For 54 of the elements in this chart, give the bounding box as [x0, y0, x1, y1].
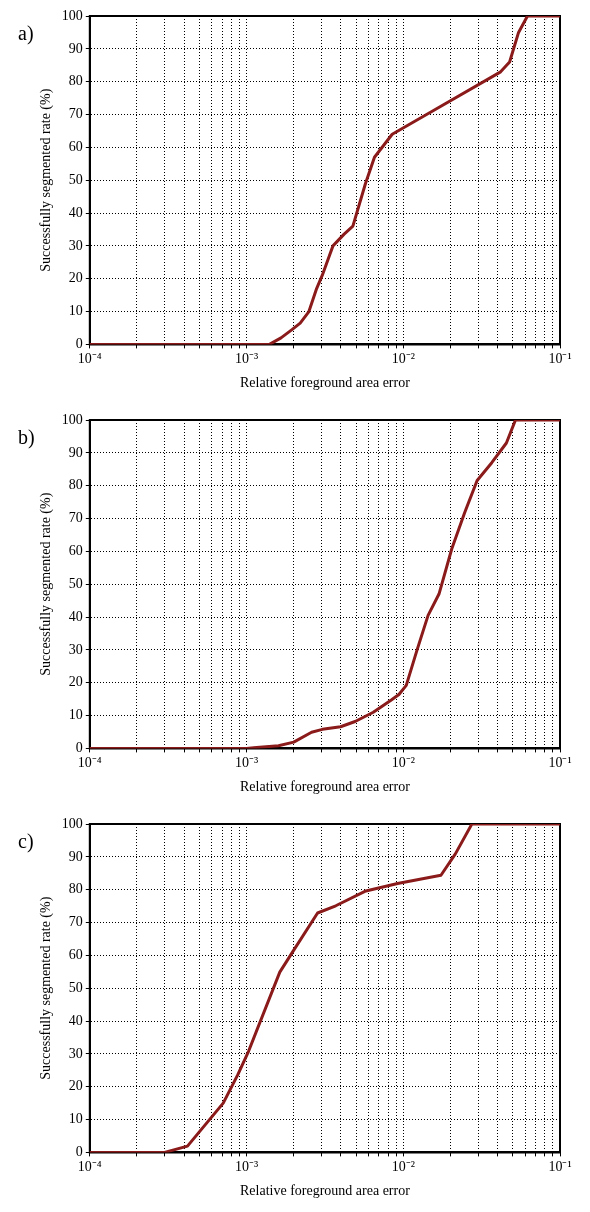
y-tick-label: 30	[68, 237, 83, 253]
y-tick-label: 60	[68, 543, 83, 559]
y-tick-label: 70	[68, 914, 83, 930]
y-tick-label: 40	[68, 204, 83, 220]
text: a)	[18, 22, 34, 45]
x-tick-label: 10⁻⁴	[77, 351, 102, 367]
y-tick-label: 40	[68, 608, 83, 624]
x-tick-label: 10⁻²	[391, 755, 415, 771]
y-tick-label: 70	[68, 510, 83, 526]
y-tick-label: 90	[68, 40, 83, 56]
y-tick-label: 30	[68, 641, 83, 657]
y-tick-label: 90	[68, 848, 83, 864]
y-axis-title: Successfully segmented rate (%)	[38, 896, 55, 1080]
y-tick-label: 0	[75, 336, 83, 352]
y-tick-label: 60	[68, 947, 83, 963]
y-tick-label: 0	[75, 1144, 83, 1160]
y-tick-label: 10	[68, 303, 83, 319]
text: c)	[18, 830, 34, 853]
x-tick-label: 10⁻³	[234, 755, 259, 771]
y-tick-label: 30	[68, 1045, 83, 1061]
x-tick-label: 10⁻³	[234, 1159, 259, 1175]
x-tick-label: 10⁻⁴	[77, 1159, 102, 1175]
y-tick-label: 40	[68, 1012, 83, 1028]
x-axis-title: Relative foreground area error	[239, 1183, 411, 1199]
y-tick-label: 60	[68, 139, 83, 155]
y-tick-label: 100	[61, 815, 83, 831]
x-tick-label: 10⁻¹	[548, 755, 572, 771]
y-tick-label: 80	[68, 73, 83, 89]
x-tick-label: 10⁻²	[391, 351, 415, 367]
y-tick-label: 100	[61, 411, 83, 427]
y-tick-label: 10	[68, 1111, 83, 1127]
y-tick-label: 50	[68, 171, 83, 187]
y-tick-label: 100	[61, 7, 83, 23]
x-tick-label: 10⁻²	[391, 1159, 415, 1175]
y-tick-label: 20	[68, 1078, 83, 1094]
y-tick-label: 20	[68, 270, 83, 286]
y-tick-label: 50	[68, 979, 83, 995]
y-tick-label: 80	[68, 881, 83, 897]
y-tick-label: 10	[68, 707, 83, 723]
x-tick-label: 10⁻³	[234, 351, 259, 367]
y-tick-label: 20	[68, 674, 83, 690]
y-tick-label: 70	[68, 106, 83, 122]
y-tick-label: 0	[75, 740, 83, 756]
y-tick-label: 80	[68, 477, 83, 493]
text: b)	[18, 426, 35, 449]
y-tick-label: 90	[68, 444, 83, 460]
x-axis-title: Relative foreground area error	[239, 375, 411, 391]
x-tick-label: 10⁻¹	[548, 351, 572, 367]
y-tick-label: 50	[68, 575, 83, 591]
y-axis-title: Successfully segmented rate (%)	[38, 88, 55, 272]
x-tick-label: 10⁻¹	[548, 1159, 572, 1175]
x-axis-title: Relative foreground area error	[239, 779, 411, 795]
y-axis-title: Successfully segmented rate (%)	[38, 492, 55, 676]
x-tick-label: 10⁻⁴	[77, 755, 102, 771]
